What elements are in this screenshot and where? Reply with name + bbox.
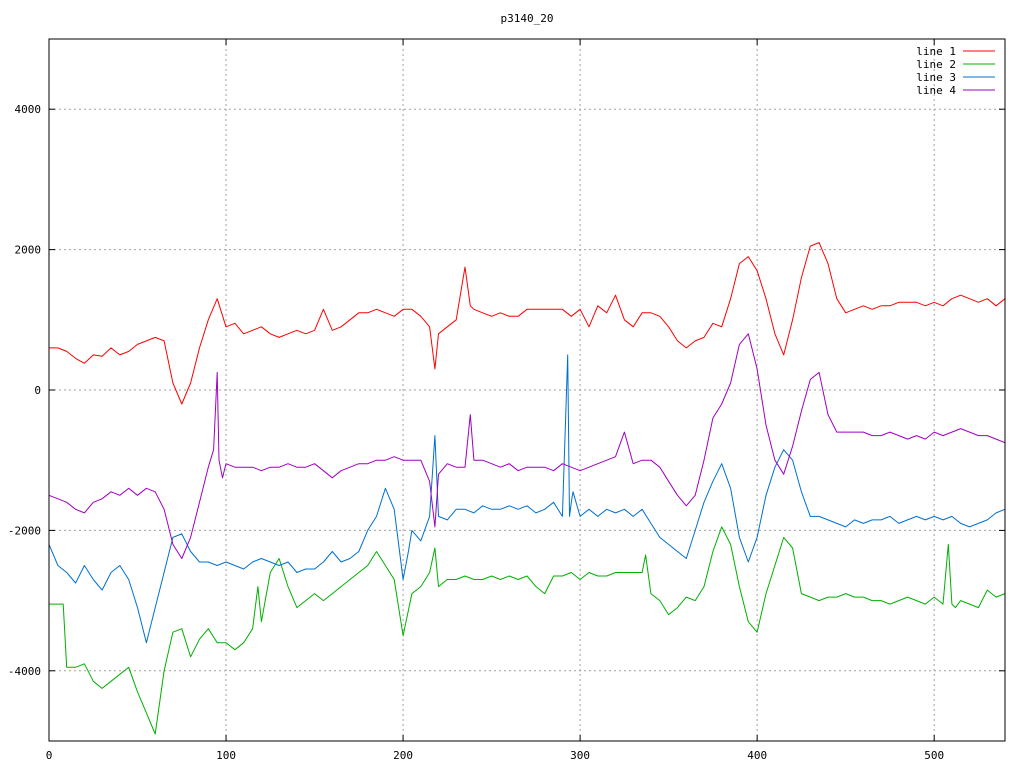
x-tick-label: 0 (46, 749, 53, 762)
series-lines (48, 242, 1006, 735)
axis-ticks: 0 100 200 300 400 500 -4000 -2000 0 2000 4000 (8, 39, 1005, 762)
series-line-4 (48, 333, 1006, 559)
grid (49, 39, 1005, 741)
series-line-2 (49, 526, 1006, 735)
y-tick-label: 2000 (15, 244, 42, 257)
legend-label-1: line 1 (916, 45, 956, 58)
y-tick-label: 0 (34, 384, 41, 397)
chart-title: p3140_20 (501, 12, 554, 25)
x-tick-label: 400 (747, 749, 767, 762)
legend-label-4: line 4 (916, 84, 956, 97)
legend-label-2: line 2 (916, 58, 956, 71)
y-tick-label: -2000 (8, 524, 41, 537)
x-tick-label: 500 (924, 749, 944, 762)
x-tick-label: 100 (216, 749, 236, 762)
x-tick-label: 200 (393, 749, 413, 762)
plot-frame (48, 38, 1006, 742)
series-line-1 (49, 242, 1006, 405)
legend-label-3: line 3 (916, 71, 956, 84)
x-tick-label: 300 (570, 749, 590, 762)
y-tick-label: 4000 (15, 103, 42, 116)
series-line-3 (48, 354, 1006, 644)
y-tick-label: -4000 (8, 665, 41, 678)
